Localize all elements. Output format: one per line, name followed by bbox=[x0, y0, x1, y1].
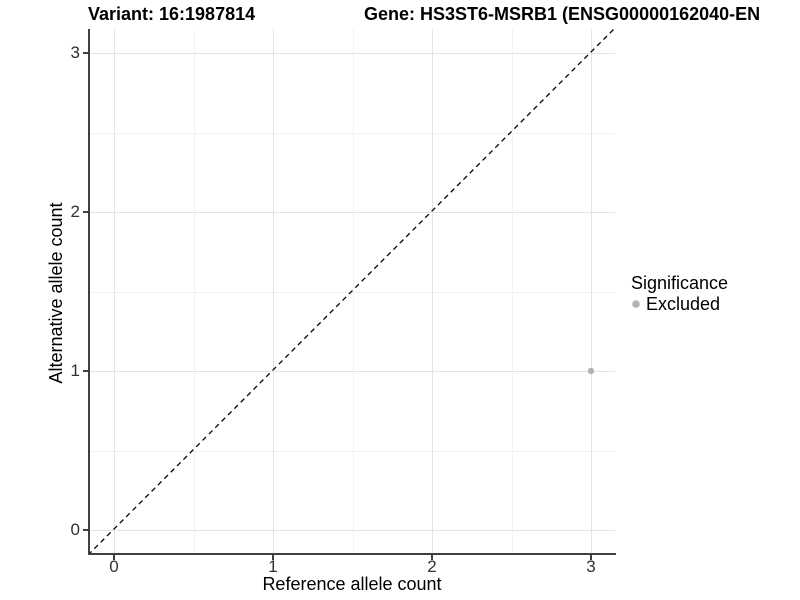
legend-title: Significance bbox=[631, 273, 729, 293]
x-tick-label-2: 2 bbox=[427, 557, 437, 576]
gridline-minor-y-0.5 bbox=[90, 451, 615, 452]
data-point-excluded bbox=[587, 367, 595, 375]
plot-panel bbox=[90, 29, 615, 553]
gene-title: Gene: HS3ST6-MSRB1 (ENSG00000162040-EN bbox=[364, 4, 761, 24]
identity-dashed-line bbox=[90, 29, 615, 553]
x-tick-label-0: 0 bbox=[109, 557, 119, 576]
x-tick-0 bbox=[113, 555, 115, 560]
y-tick-0 bbox=[83, 529, 88, 531]
y-tick-label-2: 2 bbox=[70, 202, 80, 221]
gridline-major-x-3 bbox=[591, 29, 592, 553]
legend-item-label: Excluded bbox=[646, 294, 721, 314]
y-axis-label: Alternative allele count bbox=[46, 202, 66, 384]
legend: Significance Excluded bbox=[631, 273, 728, 314]
x-tick-3 bbox=[590, 555, 592, 560]
y-tick-2 bbox=[83, 211, 88, 213]
y-tick-3 bbox=[83, 52, 88, 54]
gridline-major-x-0 bbox=[114, 29, 115, 553]
gridline-major-y-0 bbox=[90, 530, 615, 531]
x-axis-line bbox=[88, 553, 616, 555]
x-tick-1 bbox=[272, 555, 274, 560]
legend-point-icon bbox=[632, 300, 640, 308]
y-tick-label-1: 1 bbox=[70, 361, 80, 380]
gridline-minor-x-0.5 bbox=[194, 29, 195, 553]
gridline-major-y-2 bbox=[90, 212, 615, 213]
y-tick-1 bbox=[83, 370, 88, 372]
gridline-minor-y-2.5 bbox=[90, 133, 615, 134]
plot-overlay bbox=[90, 29, 615, 553]
gridline-minor-x-2.5 bbox=[512, 29, 513, 553]
gridline-major-x-2 bbox=[432, 29, 433, 553]
x-axis-label: Reference allele count bbox=[262, 574, 442, 594]
gridline-minor-x-1.5 bbox=[353, 29, 354, 553]
y-tick-label-0: 0 bbox=[70, 520, 80, 539]
legend-item-excluded: Excluded bbox=[631, 294, 728, 314]
gridline-major-x-1 bbox=[273, 29, 274, 553]
x-tick-2 bbox=[431, 555, 433, 560]
gridline-major-y-3 bbox=[90, 53, 615, 54]
y-tick-label-3: 3 bbox=[70, 43, 80, 62]
gridline-minor-y-1.5 bbox=[90, 292, 615, 293]
variant-title: Variant: 16:1987814 bbox=[88, 4, 256, 24]
y-axis-line bbox=[88, 29, 90, 555]
gridline-major-y-1 bbox=[90, 371, 615, 372]
x-tick-label-1: 1 bbox=[268, 557, 278, 576]
x-tick-label-3: 3 bbox=[586, 557, 596, 576]
